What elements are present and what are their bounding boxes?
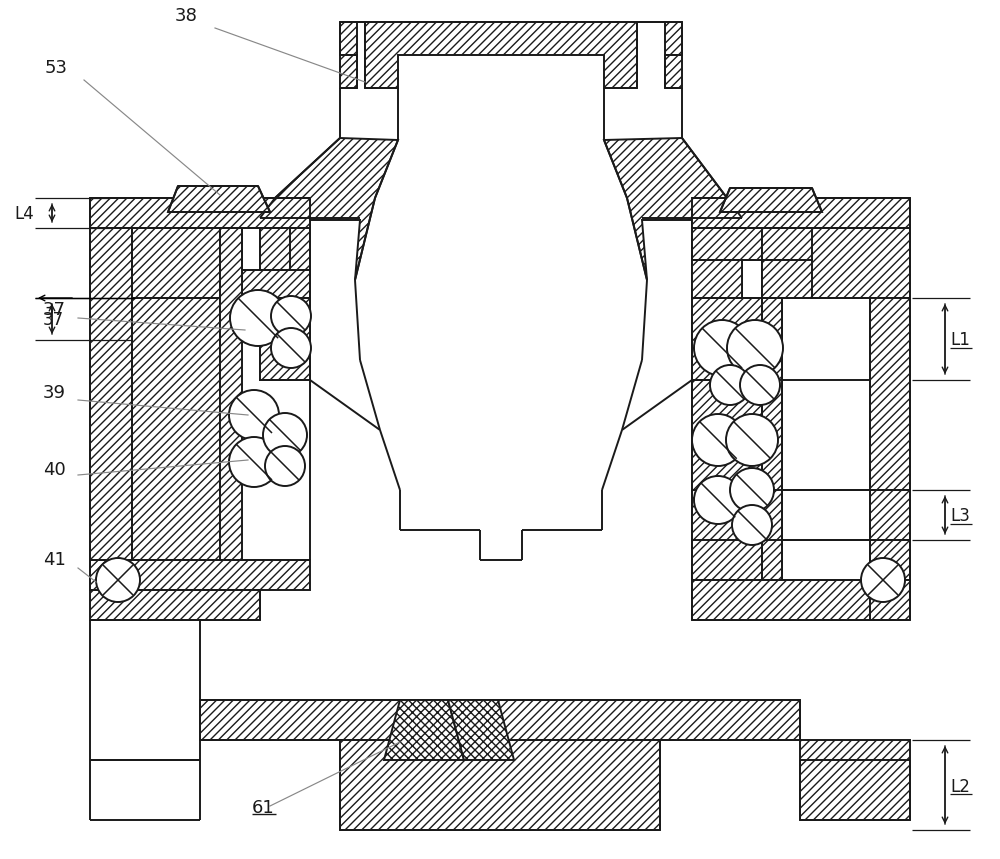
Polygon shape (200, 700, 800, 740)
Polygon shape (692, 580, 870, 620)
Polygon shape (168, 186, 270, 212)
Circle shape (694, 476, 742, 524)
Text: 39: 39 (43, 384, 66, 402)
Text: 37: 37 (43, 311, 64, 329)
Circle shape (732, 505, 772, 545)
Polygon shape (448, 700, 514, 760)
Circle shape (265, 446, 305, 486)
Polygon shape (90, 560, 310, 590)
Polygon shape (132, 228, 220, 298)
Text: 61: 61 (252, 799, 275, 817)
Polygon shape (384, 700, 464, 760)
Polygon shape (604, 138, 742, 380)
Polygon shape (870, 580, 910, 620)
Text: 40: 40 (43, 461, 66, 479)
Polygon shape (340, 55, 357, 88)
Circle shape (271, 296, 311, 336)
Polygon shape (762, 260, 812, 298)
Circle shape (730, 468, 774, 512)
Polygon shape (692, 198, 910, 228)
Polygon shape (762, 228, 910, 298)
Polygon shape (692, 298, 762, 580)
Polygon shape (692, 218, 742, 380)
Circle shape (726, 414, 778, 466)
Circle shape (230, 290, 286, 346)
Polygon shape (90, 198, 310, 228)
Circle shape (710, 365, 750, 405)
Text: L2: L2 (950, 778, 970, 796)
Circle shape (861, 558, 905, 602)
Polygon shape (762, 298, 782, 580)
Circle shape (229, 390, 279, 440)
Circle shape (727, 320, 783, 376)
Circle shape (229, 437, 279, 487)
Text: L4: L4 (14, 205, 34, 223)
Polygon shape (220, 228, 242, 560)
Polygon shape (242, 270, 310, 298)
Polygon shape (870, 298, 910, 580)
Polygon shape (870, 540, 910, 580)
Polygon shape (692, 228, 762, 260)
Polygon shape (800, 740, 910, 820)
Polygon shape (260, 138, 398, 380)
Polygon shape (720, 188, 822, 212)
Circle shape (692, 414, 744, 466)
Polygon shape (132, 298, 220, 560)
Polygon shape (260, 218, 310, 380)
Circle shape (96, 558, 140, 602)
Polygon shape (90, 228, 132, 560)
Circle shape (694, 320, 750, 376)
Circle shape (263, 413, 307, 457)
Circle shape (740, 365, 780, 405)
Polygon shape (90, 590, 260, 620)
Text: 41: 41 (43, 551, 66, 569)
Polygon shape (870, 490, 910, 540)
Polygon shape (340, 22, 682, 88)
Text: L1: L1 (950, 331, 970, 349)
Polygon shape (340, 740, 660, 830)
Text: L3: L3 (950, 507, 970, 525)
Polygon shape (665, 55, 682, 88)
Text: 53: 53 (45, 59, 68, 77)
Text: 37: 37 (43, 301, 66, 319)
Circle shape (271, 328, 311, 368)
Text: 38: 38 (175, 7, 198, 25)
